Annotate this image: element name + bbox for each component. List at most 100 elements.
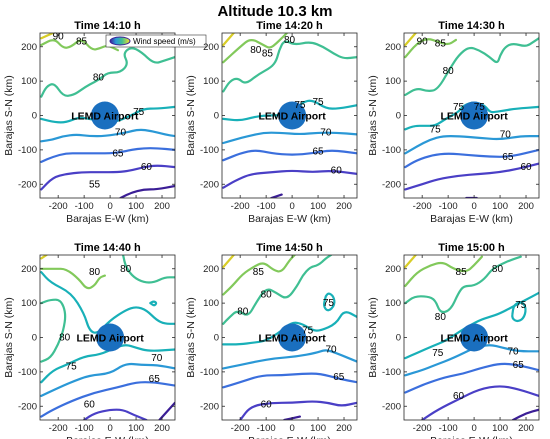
- x-tick-label: 100: [128, 423, 144, 434]
- x-tick-label: 100: [492, 423, 508, 434]
- contour-label: 80: [89, 267, 101, 278]
- contour-line-55: [270, 193, 283, 198]
- contour-line-75: [149, 300, 158, 307]
- contour-label: 75: [66, 362, 78, 373]
- contour-label: 80: [443, 66, 455, 77]
- x-tick-label: 100: [492, 201, 508, 212]
- panel-title: Time 14:30 h: [438, 20, 505, 32]
- contour-line-85: [40, 267, 106, 290]
- airport-marker: [278, 323, 307, 352]
- contour-label: 65: [149, 374, 161, 385]
- contour-line-65: [222, 372, 357, 389]
- contour-line-60: [83, 408, 148, 420]
- contour-label: 80: [120, 264, 132, 275]
- contour-panel: Time 14:50 h LEMD Airport 85 80 80 75 75 70 65 60…: [185, 242, 358, 439]
- contour-line-75: [40, 271, 175, 334]
- y-tick-label: 200: [21, 264, 37, 275]
- x-tick-label: -200: [231, 423, 250, 434]
- y-tick-label: -200: [200, 401, 219, 412]
- x-axis-label: Barajas E-W (km): [430, 213, 513, 225]
- contour-label: 80: [261, 290, 273, 301]
- x-tick-label: 0: [471, 201, 476, 212]
- airport-marker: [278, 101, 307, 130]
- y-tick-label: 100: [203, 298, 219, 309]
- contour-line-60: [421, 385, 539, 420]
- contour-line-70: [404, 134, 539, 155]
- contour-label: 75: [312, 97, 324, 108]
- contour-label: 80: [237, 307, 249, 318]
- x-tick-label: 100: [310, 201, 326, 212]
- contour-label: 75: [430, 124, 442, 135]
- y-tick-label: -100: [18, 145, 37, 156]
- contour-label: 80: [93, 73, 105, 84]
- panel-title: Time 14:50 h: [256, 242, 323, 254]
- x-tick-label: 100: [310, 423, 326, 434]
- contour-line-85: [222, 33, 288, 64]
- contour-line-70: [222, 131, 357, 145]
- x-tick-label: 200: [336, 201, 352, 212]
- contour-lines: [40, 255, 175, 420]
- contour-line-80: [40, 47, 175, 98]
- y-tick-label: -100: [200, 145, 219, 156]
- contour-panel: Time 15:00 h LEMD Airport 85 80 80 75 75 70 65 60…: [367, 242, 540, 439]
- contour-label: 60: [261, 400, 273, 411]
- contour-label: 80: [59, 333, 71, 344]
- legend-box: [105, 34, 207, 48]
- contour-line-65: [404, 362, 539, 394]
- contour-line-90: [222, 33, 235, 47]
- x-axis-label: Barajas E-W (km): [430, 435, 513, 439]
- y-tick-label: 0: [32, 111, 37, 122]
- x-tick-label: -100: [75, 201, 94, 212]
- contour-label: 70: [500, 129, 512, 140]
- contour-label: 75: [474, 102, 486, 113]
- contour-label: 70: [151, 353, 163, 364]
- contour-label: 80: [284, 35, 296, 46]
- y-tick-label: 100: [385, 298, 401, 309]
- airport-label: LEMD Airport: [258, 111, 326, 123]
- airport-marker: [460, 323, 489, 352]
- contour-line-80: [122, 255, 175, 284]
- contour-label: 90: [53, 31, 65, 42]
- y-axis-label: Barajas S-N (km): [3, 297, 15, 378]
- contour-label: 65: [112, 148, 124, 159]
- x-tick-label: 200: [154, 423, 170, 434]
- y-tick-label: 200: [385, 264, 401, 275]
- contour-label: 80: [250, 45, 262, 56]
- x-tick-label: 100: [128, 201, 144, 212]
- contour-panel: Time 14:10 h LEMD Airport 90 85 80 75 70 65 60 55…: [3, 20, 207, 225]
- contour-line-70: [40, 128, 175, 143]
- contour-lines: [222, 33, 357, 198]
- legend: Wind speed (m/s): [105, 34, 207, 48]
- y-tick-label: 0: [214, 333, 219, 344]
- contour-line-90: [222, 255, 235, 269]
- contour-line-80: [404, 37, 539, 96]
- x-tick-label: -200: [413, 201, 432, 212]
- y-tick-label: -200: [200, 179, 219, 190]
- x-tick-label: -100: [439, 201, 458, 212]
- y-tick-label: -200: [18, 179, 37, 190]
- x-tick-label: -200: [49, 201, 68, 212]
- x-tick-label: 200: [336, 423, 352, 434]
- contour-label: 60: [141, 162, 153, 173]
- contour-label: 65: [312, 147, 324, 158]
- y-tick-label: 0: [396, 111, 401, 122]
- y-tick-label: -100: [18, 367, 37, 378]
- contour-line-80: [222, 40, 357, 93]
- contour-line-60: [222, 169, 357, 189]
- contour-line-55: [119, 184, 175, 198]
- y-tick-label: 200: [203, 42, 219, 53]
- contour-label: 75: [515, 300, 527, 311]
- contour-label: 80: [435, 312, 447, 323]
- contour-label: 70: [320, 128, 332, 139]
- x-axis-label: Barajas E-W (km): [248, 435, 331, 439]
- contour-line-60: [40, 164, 175, 191]
- contour-line-75: [40, 344, 175, 384]
- contour-label: 60: [84, 400, 96, 411]
- y-tick-label: 200: [203, 264, 219, 275]
- contour-label: 65: [513, 360, 525, 371]
- contour-line-85: [404, 255, 483, 287]
- airport-label: LEMD Airport: [76, 333, 144, 345]
- contour-label: 85: [435, 38, 447, 49]
- y-tick-label: -100: [382, 145, 401, 156]
